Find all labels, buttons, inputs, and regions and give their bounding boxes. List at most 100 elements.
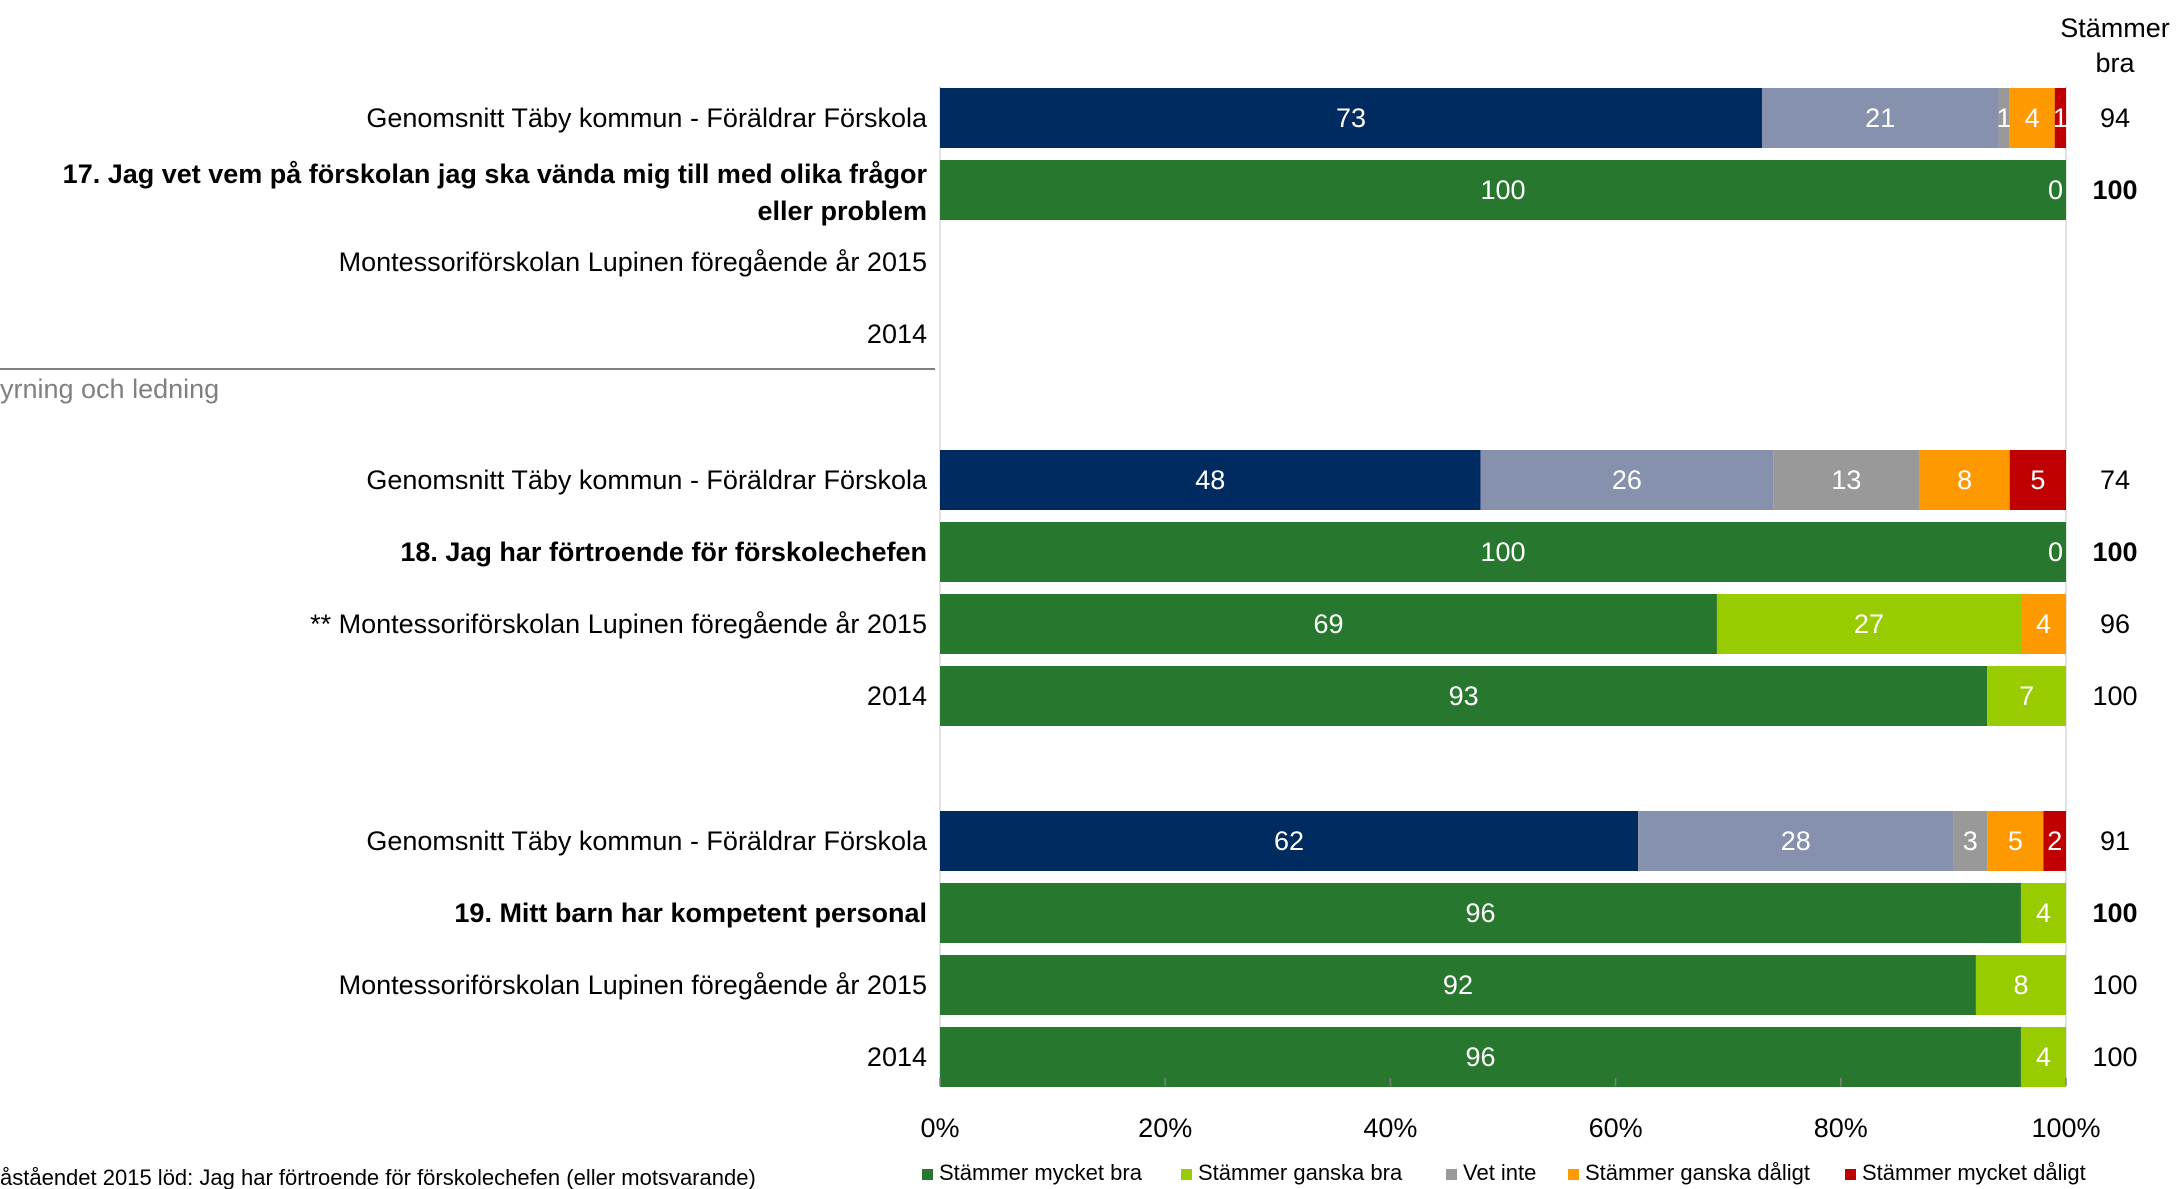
row-label: ** Montessoriförskolan Lupinen föregåend… [310, 609, 927, 639]
row-total: 74 [2100, 465, 2130, 495]
row-label: 2014 [867, 319, 927, 349]
bar-value-label: 4 [2025, 103, 2040, 133]
row-label: eller problem [757, 196, 927, 226]
legend-swatch [1446, 1169, 1457, 1180]
bar-segment-ganska-bra [1987, 666, 2066, 726]
bar-value-label: 69 [1313, 609, 1343, 639]
bar-value-label: 100 [1480, 175, 1525, 205]
bar-segment-mycket-bra [940, 450, 1481, 510]
row-total: 100 [2092, 1042, 2137, 1072]
bar-value-label: 8 [1957, 465, 1972, 495]
bar-value-label: 21 [1865, 103, 1895, 133]
bar-segment-mycket-bra [940, 594, 1717, 654]
row-total: 100 [2092, 681, 2137, 711]
row-total: 100 [2092, 898, 2137, 928]
section-label: yrning och ledning [0, 374, 219, 404]
bar-segment-mycket-bra [940, 955, 1976, 1015]
bar-value-label: 4 [2036, 898, 2051, 928]
bar-value-label: 62 [1274, 826, 1304, 856]
bar-segment-ganska-daligt [1919, 450, 2010, 510]
row-label: Genomsnitt Täby kommun - Föräldrar Försk… [366, 826, 928, 856]
bar-value-label: 26 [1612, 465, 1642, 495]
bar-value-label: 27 [1854, 609, 1884, 639]
row-label: 17. Jag vet vem på förskolan jag ska vän… [63, 159, 928, 189]
bar-value-label: 4 [2036, 609, 2051, 639]
total-header-line1: Stämmer [2060, 13, 2170, 43]
row-label: Genomsnitt Täby kommun - Föräldrar Försk… [366, 103, 928, 133]
x-tick-label: 40% [1363, 1113, 1417, 1143]
bar-segment-mycket-bra [940, 160, 2066, 220]
x-tick-label: 20% [1138, 1113, 1192, 1143]
row-label: 18. Jag har förtroende för förskolechefe… [400, 537, 927, 567]
row-label: Montessoriförskolan Lupinen föregående å… [339, 247, 927, 277]
bar-value-label: 5 [2030, 465, 2045, 495]
legend-swatch [1568, 1169, 1579, 1180]
bar-value-label: 3 [1963, 826, 1978, 856]
bar-value-label: 4 [2036, 1042, 2051, 1072]
legend-label: Vet inte [1463, 1160, 1536, 1185]
bar-segment-ganska-bra [1480, 450, 1774, 510]
bar-value-label: 0 [2048, 175, 2063, 205]
row-label: Genomsnitt Täby kommun - Föräldrar Försk… [366, 465, 928, 495]
legend-label: Stämmer ganska dåligt [1585, 1160, 1810, 1185]
legend-swatch [1845, 1169, 1856, 1180]
row-label: 2014 [867, 681, 927, 711]
bar-segment-mycket-bra [940, 88, 1762, 148]
bar-value-label: 8 [2013, 970, 2028, 1000]
legend: Stämmer mycket bra Stämmer ganska bra Vet … [922, 1160, 2086, 1185]
bar-value-label: 13 [1831, 465, 1861, 495]
row-total: 91 [2100, 826, 2130, 856]
bar-value-label: 48 [1195, 465, 1225, 495]
bar-segment-mycket-bra [940, 883, 2021, 943]
bar-segment-vet-inte [1998, 88, 2010, 148]
row-total: 100 [2092, 537, 2137, 567]
x-tick-label: 0% [920, 1113, 959, 1143]
bars-layer: Genomsnitt Täby kommun - Föräldrar Försk… [63, 88, 2138, 1087]
bar-value-label: 1 [2053, 103, 2068, 133]
bar-value-label: 5 [2008, 826, 2023, 856]
bar-value-label: 2 [2047, 826, 2062, 856]
bar-value-label: 7 [2019, 681, 2034, 711]
footnote: åståendet 2015 löd: Jag har förtroende f… [0, 1165, 756, 1189]
bar-segment-ganska-daligt [2020, 594, 2066, 654]
bar-segment-mycket-daligt [2043, 811, 2066, 871]
bar-value-label: 96 [1465, 898, 1495, 928]
row-total: 100 [2092, 970, 2137, 1000]
bar-segment-vet-inte [1953, 811, 1988, 871]
total-header-line2: bra [2095, 48, 2135, 78]
bar-value-label: 28 [1781, 826, 1811, 856]
bar-value-label: 93 [1449, 681, 1479, 711]
row-total: 100 [2092, 175, 2137, 205]
bar-value-label: 0 [2048, 537, 2063, 567]
row-label: 19. Mitt barn har kompetent personal [454, 898, 927, 928]
legend-swatch [922, 1169, 933, 1180]
bar-segment-vet-inte [1773, 450, 1920, 510]
row-label: 2014 [867, 1042, 927, 1072]
x-tick-label: 100% [2031, 1113, 2100, 1143]
x-tick-label: 80% [1814, 1113, 1868, 1143]
bar-segment-ganska-bra [1761, 88, 1999, 148]
row-label: Montessoriförskolan Lupinen föregående å… [339, 970, 927, 1000]
bar-segment-mycket-bra [940, 666, 1988, 726]
bar-segment-mycket-bra [940, 1027, 2021, 1087]
bar-segment-mycket-daligt [2054, 88, 2066, 148]
bar-segment-ganska-bra [1638, 811, 1954, 871]
row-total: 94 [2100, 103, 2130, 133]
bar-segment-ganska-bra [1975, 955, 2066, 1015]
bar-segment-ganska-daligt [1987, 811, 2044, 871]
bar-segment-mycket-daligt [2009, 450, 2066, 510]
legend-label: Stämmer ganska bra [1198, 1160, 1403, 1185]
bar-segment-ganska-daligt [2009, 88, 2055, 148]
bar-value-label: 92 [1443, 970, 1473, 1000]
legend-label: Stämmer mycket bra [939, 1160, 1143, 1185]
bar-segment-ganska-bra [2020, 883, 2066, 943]
bar-segment-mycket-bra [940, 811, 1639, 871]
bar-value-label: 73 [1336, 103, 1366, 133]
row-total: 96 [2100, 609, 2130, 639]
bar-value-label: 1 [1997, 103, 2012, 133]
bar-segment-ganska-bra [1716, 594, 2021, 654]
bar-segment-mycket-bra [940, 522, 2066, 582]
bar-value-label: 96 [1465, 1042, 1495, 1072]
legend-swatch [1181, 1169, 1192, 1180]
